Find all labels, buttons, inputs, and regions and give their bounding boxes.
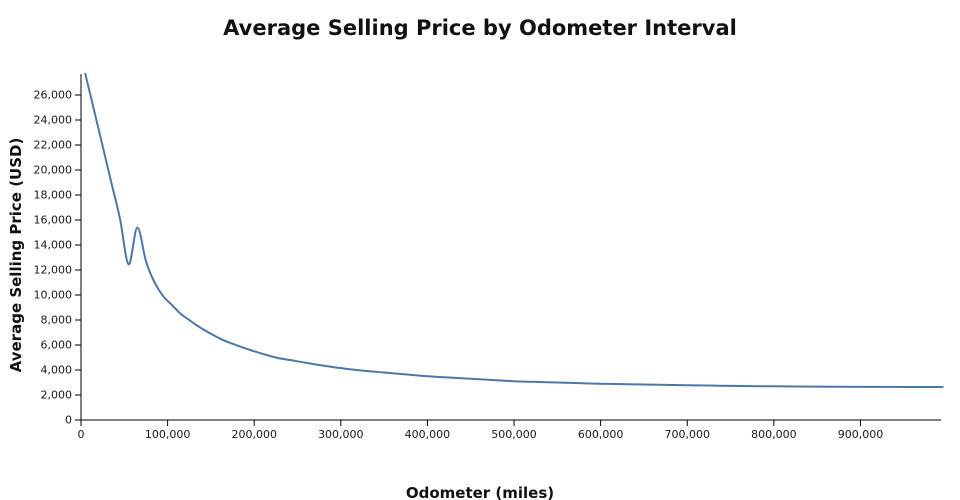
- chart-title: Average Selling Price by Odometer Interv…: [223, 16, 737, 40]
- y-tick-label: 20,000: [34, 164, 73, 177]
- y-tick-label: 2,000: [41, 389, 73, 402]
- price-line-series: [84, 72, 944, 389]
- x-tick-label: 800,000: [751, 428, 797, 441]
- y-tick-label: 4,000: [41, 364, 73, 377]
- y-tick-label: 18,000: [34, 189, 73, 202]
- y-tick-label: 10,000: [34, 289, 73, 302]
- y-tick-label: 0: [65, 414, 72, 427]
- x-axis-title: Odometer (miles): [405, 484, 555, 500]
- y-tick-label: 12,000: [34, 264, 73, 277]
- x-tick-label: 700,000: [664, 428, 710, 441]
- x-tick-label: 0: [78, 428, 85, 441]
- x-tick-label: 300,000: [318, 428, 364, 441]
- x-tick-label: 200,000: [231, 428, 277, 441]
- y-tick-label: 14,000: [34, 239, 73, 252]
- x-tick-label: 600,000: [578, 428, 624, 441]
- x-tick-label: 900,000: [838, 428, 884, 441]
- x-tick-label: 500,000: [491, 428, 537, 441]
- y-tick-label: 8,000: [41, 314, 73, 327]
- y-tick-label: 6,000: [41, 339, 73, 352]
- y-tick-label: 26,000: [34, 89, 73, 102]
- y-tick-label: 22,000: [34, 139, 73, 152]
- x-tick-label: 400,000: [405, 428, 451, 441]
- y-tick-label: 24,000: [34, 114, 73, 127]
- y-tick-label: 16,000: [34, 214, 73, 227]
- x-tick-label: 100,000: [145, 428, 191, 441]
